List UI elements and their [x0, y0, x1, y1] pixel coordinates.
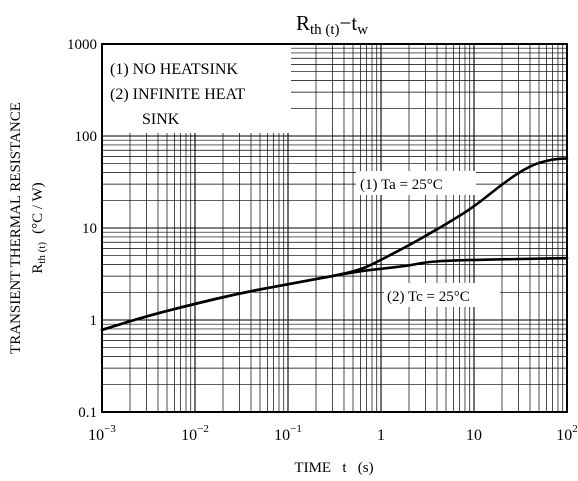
chart-title: Rth (t)−tw [296, 11, 368, 38]
title-sep: − [340, 11, 352, 35]
y-tick-label: 100 [75, 129, 98, 145]
x-tick-label: 10 [466, 427, 482, 444]
title-main: R [296, 11, 310, 35]
y-tick-label: 10 [82, 221, 97, 237]
series-group [100, 157, 569, 332]
x-tick-exponent: −3 [104, 423, 116, 435]
x-tick-base: 10 [466, 427, 482, 444]
legend-item-3: SINK [142, 111, 180, 128]
x-tick-label: 10−3 [88, 423, 116, 444]
x-tick-label: 1 [377, 427, 385, 444]
x-tick-base: 1 [377, 427, 385, 444]
y-axis-label-line1: TRANSIENT THERMAL RESISTANCE [8, 102, 24, 354]
x-tick-label: 10−1 [274, 423, 302, 444]
annotation-ta-25c: (1) Ta = 25°C [360, 177, 443, 193]
title-main-sub: th (t) [310, 22, 340, 38]
legend-box [103, 45, 291, 133]
x-tick-base: 10 [556, 427, 572, 444]
x-tick-label: 10−2 [181, 423, 209, 444]
x-axis-label: TIME t (s) [294, 460, 373, 476]
x-tick-exponent: −1 [290, 423, 302, 435]
y-tick-label: 1000 [67, 37, 97, 53]
series-line-2 [100, 256, 569, 332]
x-tick-base: 10 [274, 427, 290, 444]
legend-item-1: (1) NO HEATSINK [110, 61, 238, 78]
ylabel-main: R [30, 264, 46, 274]
ylabel-sub: th (t) [36, 242, 48, 264]
x-tick-exponent: 2 [572, 423, 578, 435]
title-rhs: t [351, 11, 357, 35]
y-tick-labels: 0.1 1 10 100 1000 [67, 37, 97, 421]
legend-item-2: (2) INFINITE HEAT [110, 86, 245, 103]
x-tick-base: 10 [181, 427, 197, 444]
x-tick-base: 10 [88, 427, 104, 444]
x-tick-labels: 10−3 10−2 10−1 1 10 102 [88, 423, 578, 444]
title-rhs-sub: w [357, 22, 368, 38]
annotation-2-bg [384, 283, 500, 307]
y-tick-label: 0.1 [78, 405, 97, 421]
y-tick-label: 1 [90, 313, 98, 329]
x-tick-exponent: −2 [197, 423, 209, 435]
plot-frame [101, 43, 568, 413]
annotation-tc-25c: (2) Tc = 25°C [387, 289, 470, 305]
x-tick-label: 102 [556, 423, 578, 444]
ylabel-unit: (°C / W) [30, 182, 46, 234]
annotation-1-bg [356, 171, 476, 195]
y-axis-label-line2: Rth (t) (°C / W) [30, 182, 48, 273]
